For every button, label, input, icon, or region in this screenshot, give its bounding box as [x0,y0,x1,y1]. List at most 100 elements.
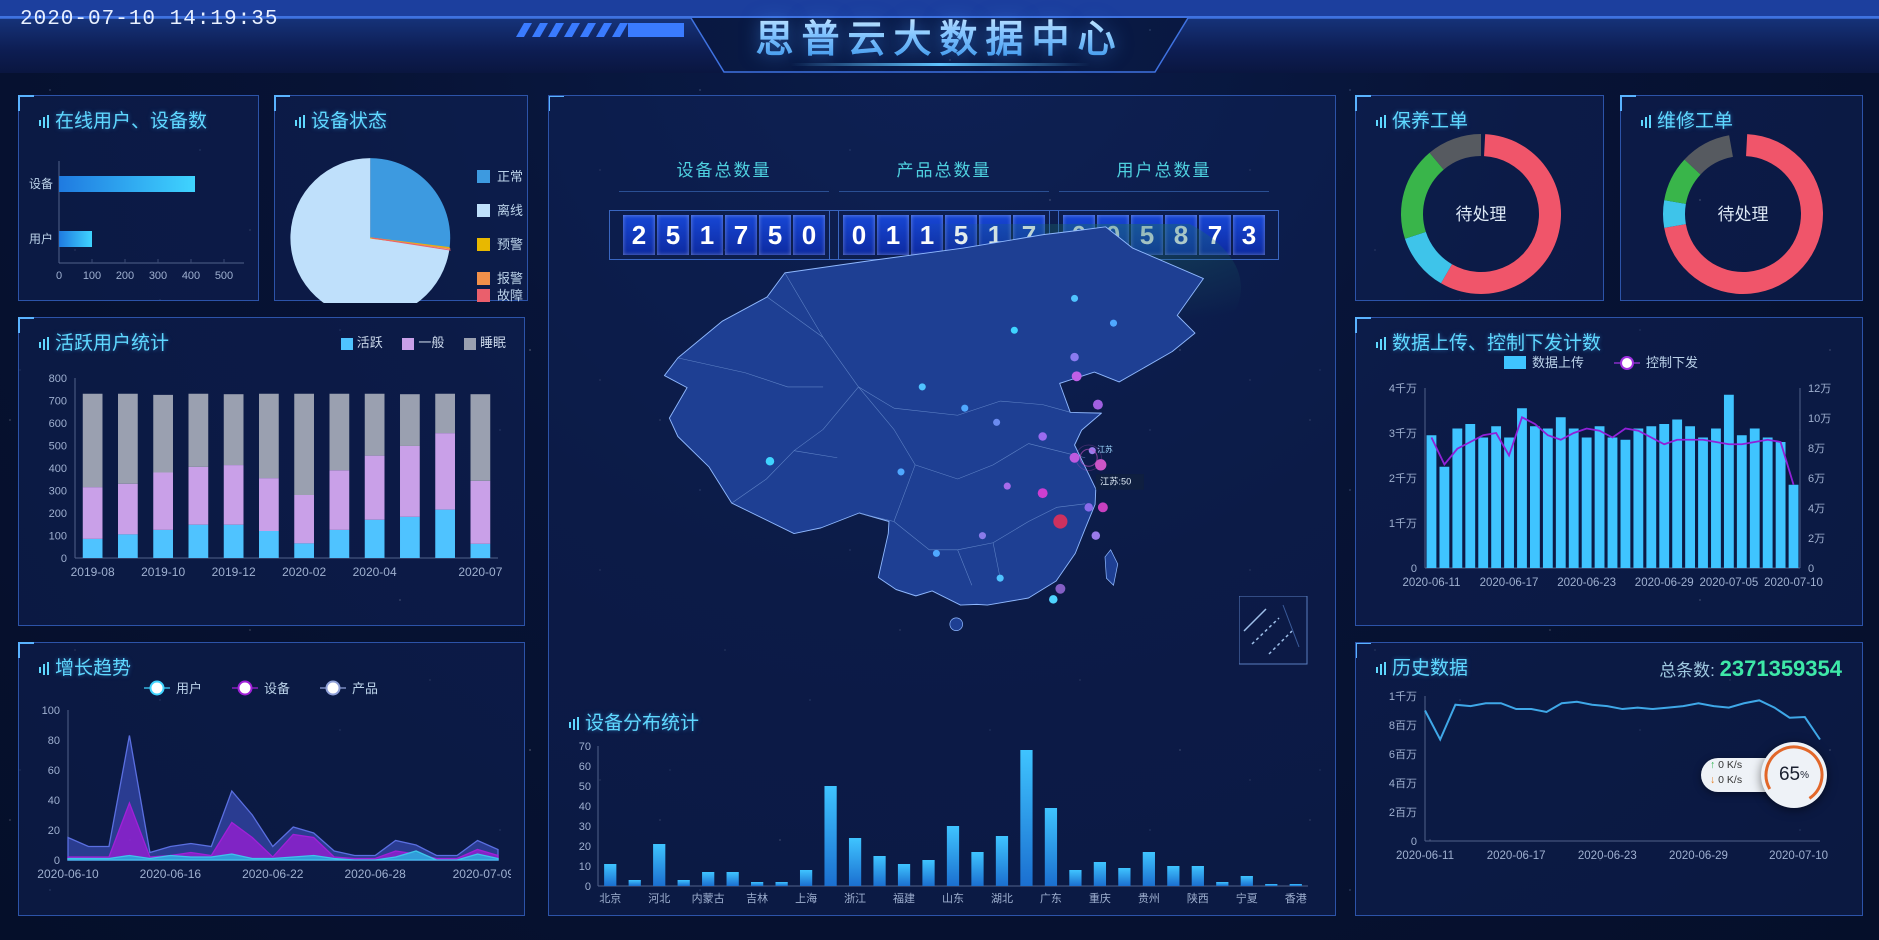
svg-text:4百万: 4百万 [1389,778,1417,790]
svg-text:100: 100 [42,705,60,717]
svg-text:100: 100 [83,270,101,282]
svg-text:80: 80 [48,735,60,747]
svg-text:贵州: 贵州 [1138,892,1160,905]
svg-text:数据上传: 数据上传 [1532,355,1584,370]
svg-text:30: 30 [579,821,591,833]
svg-text:江苏: 江苏 [1097,444,1113,454]
svg-text:报警: 报警 [497,271,523,286]
svg-text:70: 70 [579,741,591,753]
svg-text:2019-08: 2019-08 [71,565,115,579]
svg-text:400: 400 [182,270,200,282]
svg-text:正常: 正常 [497,169,523,184]
svg-text:500: 500 [49,441,67,453]
svg-text:2020-07-09: 2020-07-09 [453,867,511,881]
svg-text:2019-12: 2019-12 [212,565,256,579]
svg-text:2020-06-16: 2020-06-16 [140,867,202,881]
svg-text:北京: 北京 [599,891,621,905]
svg-text:0: 0 [585,881,591,893]
svg-text:河北: 河北 [648,892,670,905]
svg-text:宁夏: 宁夏 [1236,891,1258,905]
svg-text:600: 600 [49,418,67,430]
svg-text:离线: 离线 [497,203,523,218]
svg-text:0: 0 [1808,563,1814,575]
svg-text:20: 20 [48,825,60,837]
svg-text:山东: 山东 [942,892,964,905]
svg-text:3千万: 3千万 [1389,427,1417,440]
svg-text:0: 0 [1411,836,1417,848]
svg-text:2020-06-10: 2020-06-10 [37,867,99,881]
svg-text:2万: 2万 [1808,533,1825,545]
svg-text:2020-06-11: 2020-06-11 [1396,850,1454,862]
svg-text:设备: 设备 [264,681,290,696]
svg-text:1千万: 1千万 [1389,517,1417,530]
svg-text:预警: 预警 [497,237,523,252]
svg-text:20: 20 [579,841,591,853]
svg-text:2020-07: 2020-07 [458,565,502,579]
svg-text:吉林: 吉林 [746,891,768,905]
svg-text:10万: 10万 [1808,413,1831,425]
svg-text:2020-07-10: 2020-07-10 [1769,850,1828,862]
svg-text:江苏:50: 江苏:50 [1100,476,1131,487]
svg-text:60: 60 [579,761,591,773]
svg-text:2020-06-29: 2020-06-29 [1635,577,1694,589]
svg-text:6万: 6万 [1808,473,1825,485]
svg-text:2020-06-17: 2020-06-17 [1480,577,1539,589]
svg-text:40: 40 [579,801,591,813]
svg-text:50: 50 [579,781,591,793]
svg-text:2020-06-29: 2020-06-29 [1669,850,1728,862]
svg-text:2020-06-23: 2020-06-23 [1557,577,1616,589]
svg-text:待处理: 待处理 [1456,205,1507,224]
svg-text:浙江: 浙江 [844,892,866,905]
svg-text:重庆: 重庆 [1089,891,1111,905]
svg-text:故障: 故障 [497,288,523,303]
svg-text:12万: 12万 [1808,383,1831,395]
svg-text:湖北: 湖北 [991,892,1013,905]
svg-text:2019-10: 2019-10 [141,565,185,579]
svg-text:陕西: 陕西 [1187,891,1209,905]
svg-text:用户: 用户 [29,231,53,246]
svg-text:0: 0 [54,855,60,867]
svg-text:2020-06-22: 2020-06-22 [242,867,304,881]
svg-text:福建: 福建 [893,891,915,905]
svg-text:100: 100 [49,531,67,543]
svg-text:广东: 广东 [1040,892,1062,905]
svg-text:上海: 上海 [795,891,817,905]
svg-text:2020-06-11: 2020-06-11 [1402,577,1460,589]
svg-text:2020-07-10: 2020-07-10 [1764,577,1823,589]
svg-text:1千万: 1千万 [1389,691,1417,703]
svg-text:800: 800 [49,373,67,385]
svg-text:700: 700 [49,396,67,408]
svg-text:300: 300 [149,270,167,282]
svg-text:2020-06-23: 2020-06-23 [1578,850,1637,862]
svg-text:60: 60 [48,765,60,777]
svg-text:8万: 8万 [1808,443,1825,455]
svg-text:200: 200 [116,270,134,282]
svg-text:40: 40 [48,795,60,807]
svg-text:2020-04: 2020-04 [353,565,397,579]
svg-text:0: 0 [61,553,67,565]
svg-text:2020-06-17: 2020-06-17 [1487,850,1546,862]
svg-text:2千万: 2千万 [1389,472,1417,485]
svg-text:500: 500 [215,270,233,282]
svg-text:内蒙古: 内蒙古 [692,891,725,905]
svg-text:控制下发: 控制下发 [1646,355,1698,370]
svg-text:400: 400 [49,463,67,475]
svg-text:0: 0 [56,270,62,282]
svg-text:2020-02: 2020-02 [282,565,326,579]
svg-text:2百万: 2百万 [1389,807,1417,819]
svg-text:0: 0 [1411,563,1417,575]
svg-text:待处理: 待处理 [1718,205,1769,224]
svg-text:用户: 用户 [176,681,202,696]
svg-text:300: 300 [49,486,67,498]
svg-text:设备: 设备 [29,177,53,191]
svg-text:200: 200 [49,508,67,520]
svg-text:10: 10 [579,861,591,873]
svg-text:4千万: 4千万 [1389,383,1417,395]
svg-text:6百万: 6百万 [1389,749,1417,761]
svg-text:8百万: 8百万 [1389,720,1417,732]
svg-text:4万: 4万 [1808,503,1825,515]
svg-text:2020-06-28: 2020-06-28 [344,867,406,881]
svg-text:产品: 产品 [352,681,378,696]
svg-text:香港: 香港 [1285,892,1307,905]
svg-text:2020-07-05: 2020-07-05 [1699,577,1758,589]
